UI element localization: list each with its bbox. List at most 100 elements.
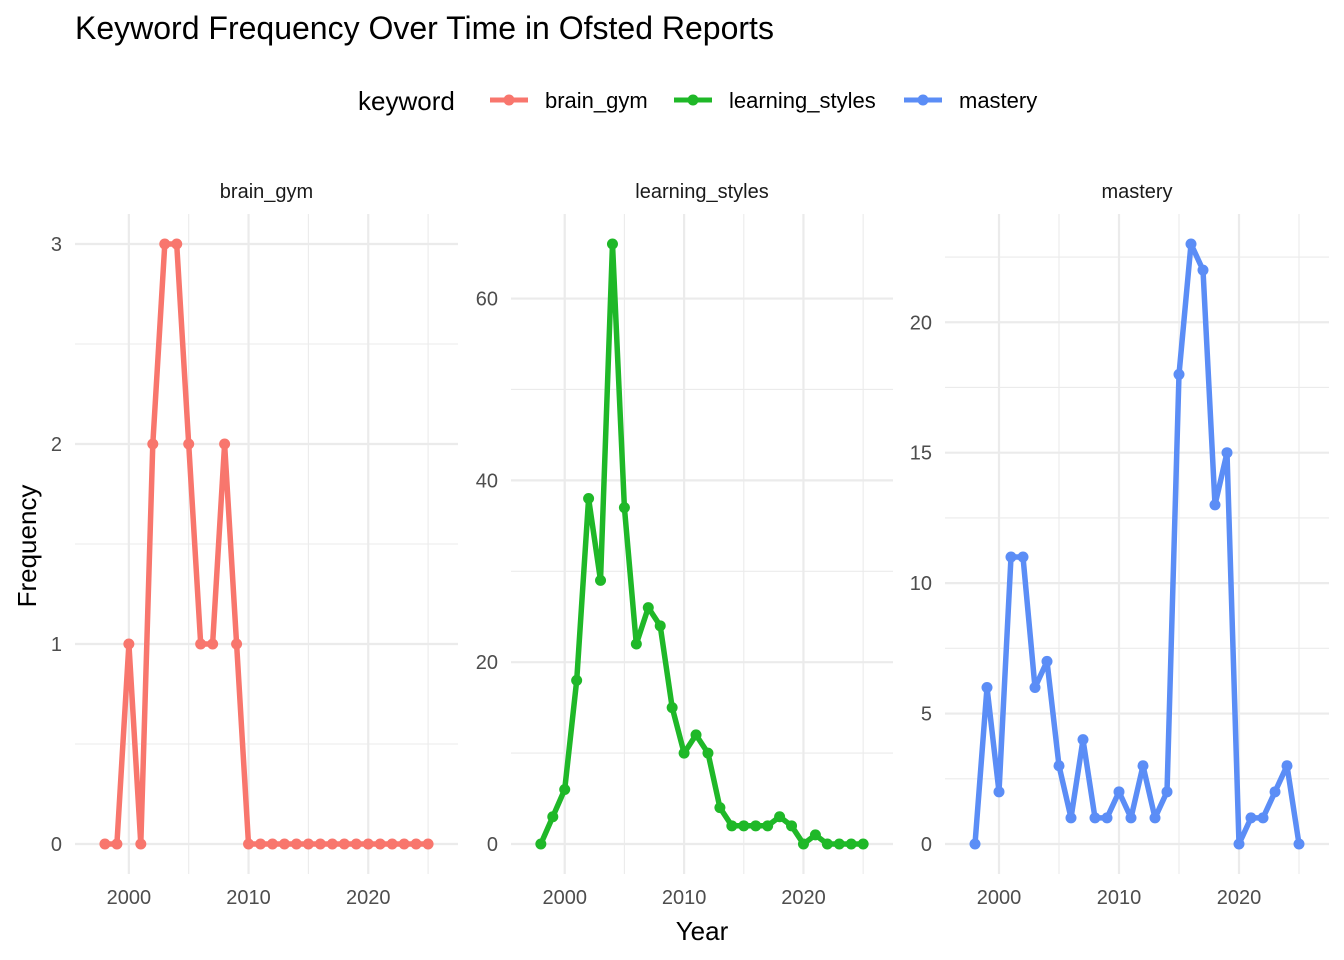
legend-key-point [917,94,929,106]
panel-learning-styles: learning_styles 0 20 40 60 2000 2010 2020 [476,181,893,909]
data-point [642,602,654,614]
data-point [1149,812,1161,824]
y-tick-label: 15 [910,443,932,465]
data-point [857,838,869,850]
y-tick-label: 1 [51,634,62,656]
data-point [386,838,398,850]
data-point [690,729,702,741]
gridlines [511,214,893,874]
data-point [1041,655,1053,667]
data-point [1077,734,1089,746]
legend-label: mastery [959,88,1037,113]
data-point [809,829,821,841]
data-point [302,838,314,850]
data-point [821,838,833,850]
series-line-mastery [972,241,1302,847]
data-point [630,638,642,650]
data-point [159,238,171,250]
x-tick-label: 2020 [1217,887,1262,909]
data-point [99,838,111,850]
data-point [726,820,738,832]
data-point [1209,499,1221,511]
data-point [618,502,630,514]
facet-label: learning_styles [635,181,768,203]
y-tick-label: 60 [476,289,498,311]
data-point [422,838,434,850]
data-point [243,838,255,850]
y-tick-label: 0 [51,834,62,856]
data-point [135,838,147,850]
legend-title: keyword [358,86,455,116]
data-point [255,838,267,850]
data-point [1221,447,1233,459]
data-point [1113,786,1125,798]
x-tick-label: 2000 [542,887,587,909]
legend-key-point [503,94,515,106]
y-tick-label: 5 [921,704,932,726]
data-point [738,820,750,832]
legend-label: learning_styles [729,88,876,113]
y-axis-title: Frequency [12,485,42,608]
x-tick-label: 2020 [781,887,826,909]
y-tick-label: 20 [476,652,498,674]
x-tick-label: 2010 [1097,887,1142,909]
data-point [535,838,547,850]
series-line-brain-gym [104,241,429,847]
data-point [350,838,362,850]
y-tick-label: 20 [910,312,932,334]
x-tick-label: 2010 [226,887,271,909]
legend-item-mastery: mastery [904,88,1037,113]
facet-label: mastery [1101,181,1172,203]
data-point [1053,760,1065,772]
data-point [606,238,618,250]
x-tick-label: 2000 [977,887,1022,909]
data-point [1101,812,1113,824]
data-point [171,238,183,250]
gridlines [75,214,458,874]
data-point [1245,812,1257,824]
legend-item-brain-gym: brain_gym [490,88,648,113]
data-point [1089,812,1101,824]
y-tick-label: 10 [910,573,932,595]
y-tick-label: 0 [921,834,932,856]
data-point [123,638,135,650]
data-point [266,838,278,850]
data-point [1185,238,1197,250]
data-point [1257,812,1269,824]
data-point [338,838,350,850]
data-point [750,820,762,832]
data-point [583,493,595,505]
panel-brain-gym: brain_gym 0 1 2 3 2000 2010 2020 [51,181,458,909]
data-point [1233,838,1245,850]
data-point [1005,551,1017,563]
data-point [219,438,231,450]
data-point [290,838,302,850]
facet-label: brain_gym [220,181,313,203]
series-line-learning-styles [538,241,864,847]
data-point [547,811,559,823]
data-point [833,838,845,850]
data-point [993,786,1005,798]
chart-title: Keyword Frequency Over Time in Ofsted Re… [75,10,774,46]
data-point [410,838,422,850]
data-point [714,802,726,814]
legend: keyword brain_gym learning_styles mastery [358,86,1037,116]
data-point [398,838,410,850]
data-point [1269,786,1281,798]
data-point [571,674,583,686]
y-tick-label: 40 [476,470,498,492]
y-tick-label: 2 [51,434,62,456]
legend-key-point [687,94,699,106]
data-point [702,747,714,759]
data-point [1197,264,1209,276]
data-point [797,838,809,850]
data-point [845,838,857,850]
data-point [362,838,374,850]
data-point [1137,760,1149,772]
data-point [326,838,338,850]
data-point [314,838,326,850]
data-point [595,574,607,586]
data-point [1161,786,1173,798]
data-point [774,811,786,823]
